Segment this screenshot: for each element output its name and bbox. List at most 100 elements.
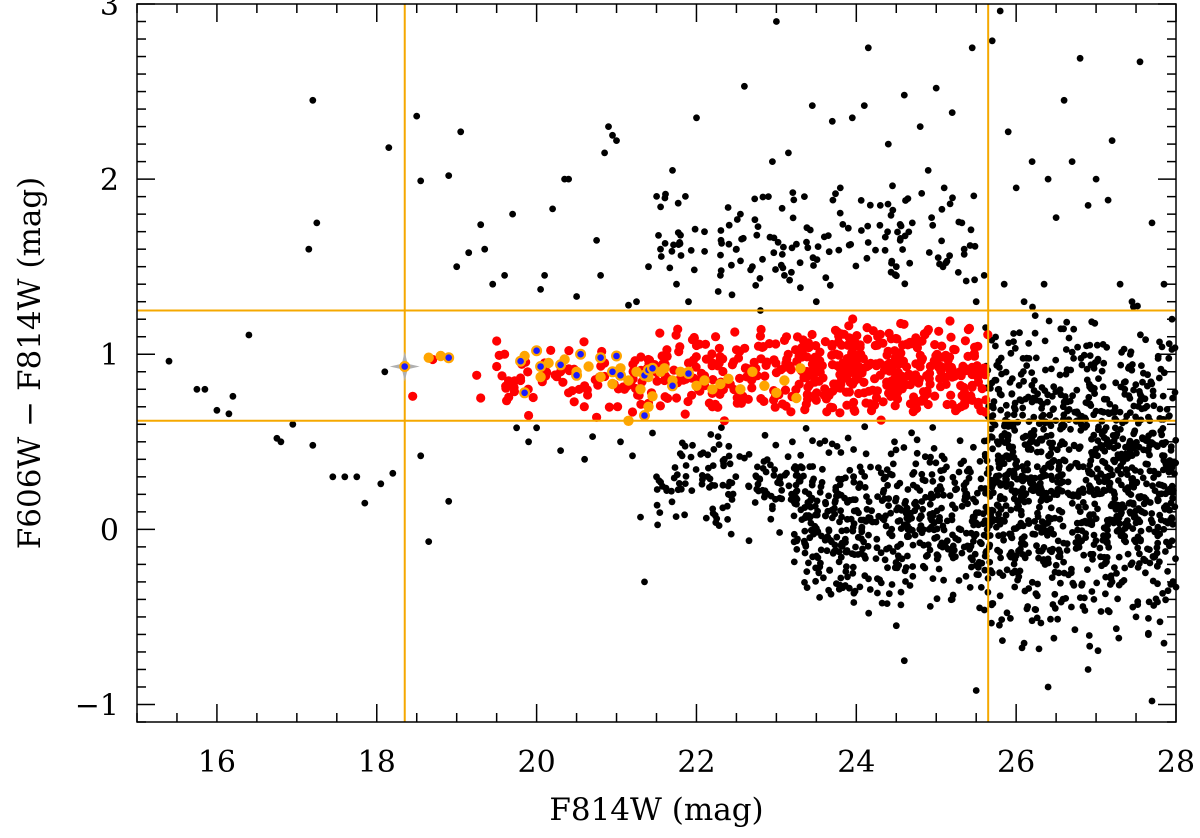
field-point [1089, 556, 1096, 563]
field-point [955, 218, 963, 226]
field-point [1112, 625, 1120, 633]
field-point [1157, 365, 1165, 373]
selected-point [912, 403, 922, 414]
field-point [701, 248, 708, 255]
field-point [971, 550, 979, 558]
field-point [1090, 531, 1098, 539]
field-point [949, 501, 956, 509]
field-point [741, 82, 748, 90]
field-point [1010, 330, 1017, 337]
field-point [1139, 474, 1147, 482]
selected-point [872, 386, 883, 396]
field-point [791, 463, 799, 470]
field-point [1048, 444, 1056, 452]
selected-point [694, 339, 705, 349]
selected-point [871, 393, 882, 403]
selected-point [866, 406, 877, 416]
selected-point [832, 361, 842, 371]
field-point [1025, 340, 1033, 347]
field-point [1057, 471, 1064, 479]
field-point [692, 466, 700, 473]
field-point [861, 423, 869, 431]
field-point [709, 509, 717, 517]
field-point [772, 266, 779, 273]
field-point [838, 475, 846, 483]
field-point [820, 574, 827, 582]
selected-point [671, 393, 682, 403]
field-point [838, 513, 845, 521]
field-point [762, 468, 770, 476]
field-point [1114, 595, 1121, 603]
field-point [1074, 526, 1081, 534]
field-point [1121, 564, 1129, 572]
field-point [1161, 505, 1169, 513]
field-point [581, 455, 588, 463]
field-point [1100, 359, 1108, 367]
field-point [1027, 437, 1035, 444]
field-point [884, 200, 892, 208]
field-point [1137, 396, 1145, 404]
field-point [1153, 442, 1160, 449]
selected-point [769, 355, 779, 365]
selected-point [803, 390, 813, 400]
field-point [1025, 585, 1033, 592]
field-point [1070, 355, 1077, 362]
field-point [815, 569, 823, 577]
field-point [804, 244, 812, 252]
field-point [889, 206, 897, 214]
field-point [1094, 465, 1101, 473]
field-point [1099, 341, 1107, 348]
field-point [802, 542, 810, 550]
field-point [1131, 467, 1139, 474]
field-point [929, 221, 937, 229]
field-point [857, 535, 865, 542]
field-point [417, 177, 425, 185]
x-tick-label: 28 [1157, 745, 1195, 780]
field-point [1094, 426, 1102, 434]
field-point [689, 441, 696, 449]
field-point [844, 498, 851, 506]
field-point [1148, 219, 1156, 227]
field-point [909, 541, 917, 549]
selected-point [920, 330, 930, 340]
field-point [960, 250, 968, 258]
x-tick-label: 20 [518, 745, 556, 780]
field-point [759, 255, 766, 263]
field-point [1038, 518, 1046, 525]
field-point [962, 490, 970, 498]
field-point [828, 117, 836, 125]
field-point [761, 493, 768, 501]
field-point [843, 563, 850, 570]
field-point [747, 266, 754, 274]
confirmed-point [646, 362, 658, 374]
field-point [902, 564, 910, 571]
field-point [1019, 355, 1027, 362]
field-point [1123, 455, 1131, 462]
field-point [1149, 387, 1157, 395]
field-point [969, 556, 976, 564]
field-point [1154, 495, 1162, 503]
candidates-point [747, 366, 758, 377]
field-point [1078, 581, 1085, 589]
field-point [778, 487, 786, 494]
field-point [717, 267, 725, 274]
field-point [949, 194, 956, 202]
selected-point [711, 332, 721, 342]
field-point [865, 575, 872, 583]
field-point [892, 263, 900, 271]
field-point [1003, 566, 1011, 574]
field-point [1044, 683, 1052, 691]
field-point [1124, 550, 1132, 558]
field-point [465, 249, 473, 257]
field-point [513, 424, 520, 432]
selected-point [883, 346, 893, 356]
field-point [1011, 583, 1019, 591]
field-point [1020, 377, 1027, 385]
field-point [888, 581, 896, 588]
field-point [921, 477, 929, 485]
field-point [955, 468, 963, 476]
selected-point [708, 375, 718, 385]
field-point [858, 227, 865, 234]
field-point [908, 429, 915, 437]
field-point [1101, 478, 1108, 486]
